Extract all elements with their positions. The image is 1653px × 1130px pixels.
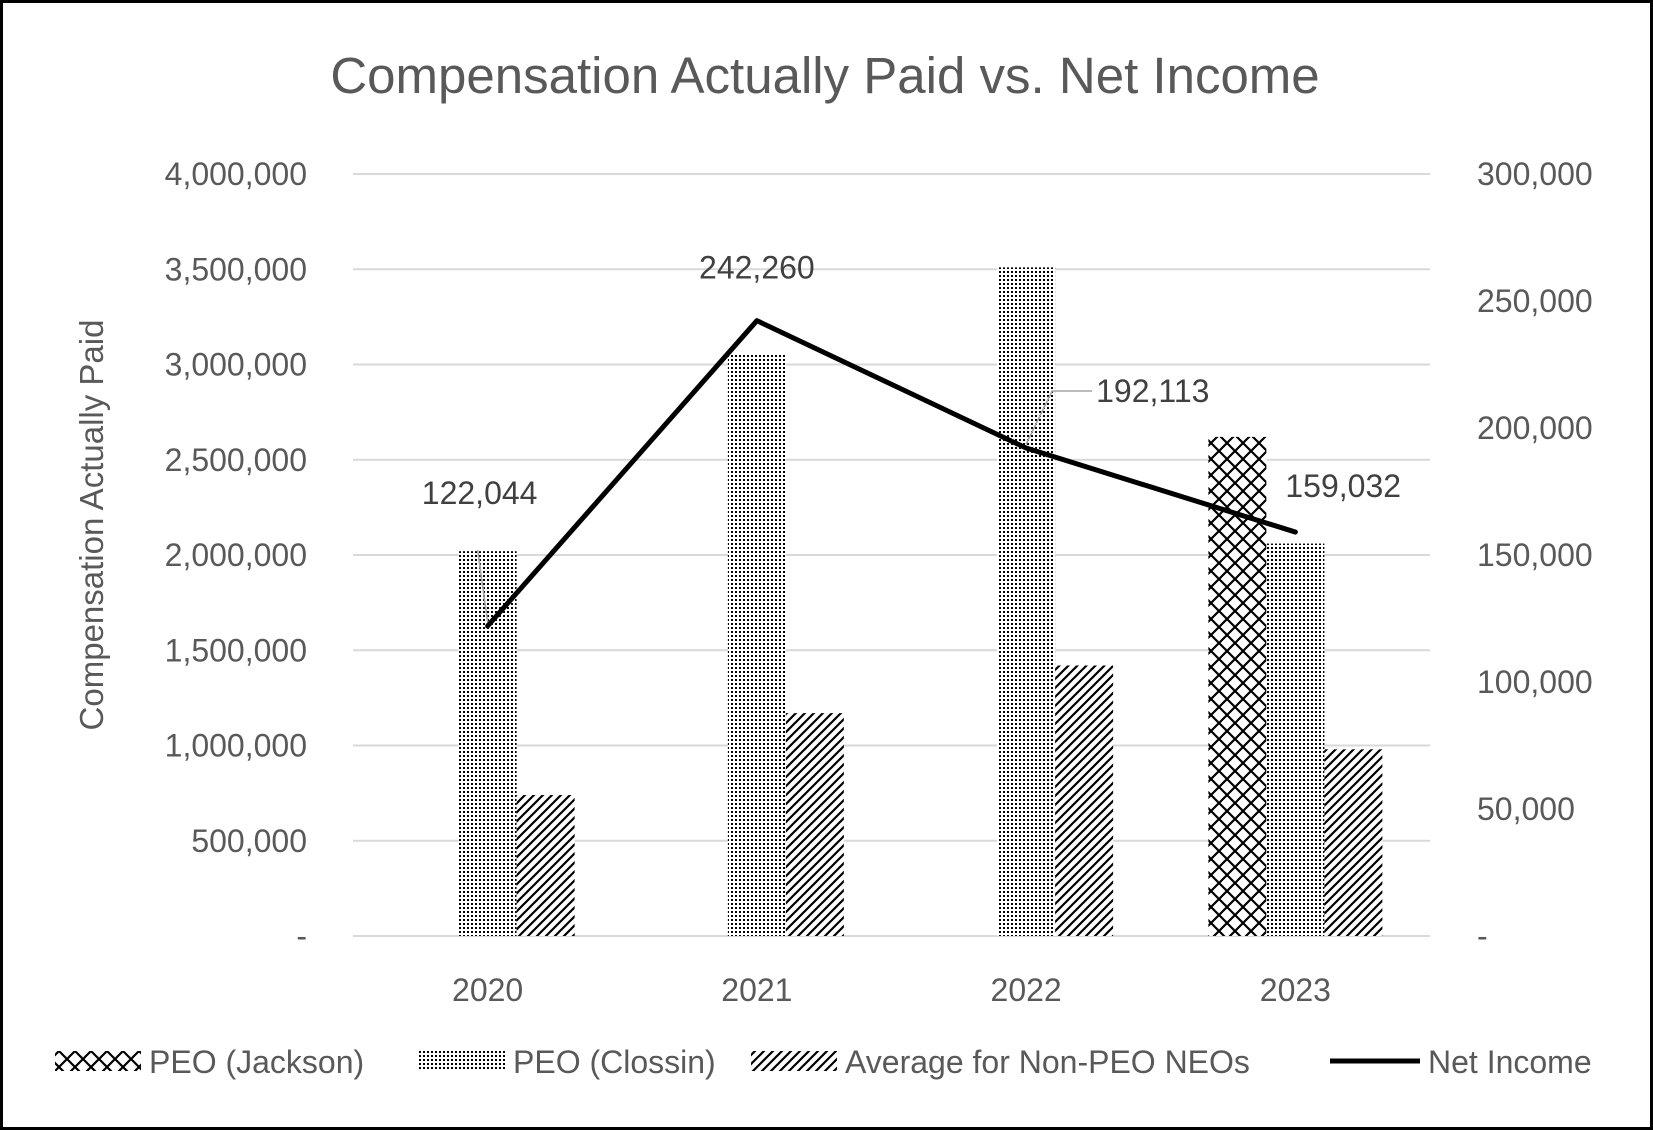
y-tick-label: 500,000 [191,823,307,859]
data-label-net-income: 159,032 [1285,468,1401,504]
legend-swatch-dots [419,1051,505,1071]
y-tick-label: - [296,918,307,954]
y-tick-label: 1,000,000 [165,728,307,764]
bar-peo-clossin-2023 [1266,543,1325,936]
y-tick-label: 4,000,000 [165,156,307,192]
data-label-net-income: 242,260 [699,250,815,286]
bars [458,267,1383,937]
net-income-line [485,318,1298,629]
axis-ticks: - 500,000 1,000,000 1,500,000 2,000,000 2,500… [165,156,1593,1008]
data-label-leader [1025,390,1093,445]
legend-label: Net Income [1428,1044,1592,1080]
x-tick-label: 2023 [1260,972,1331,1008]
bar-peo-clossin-2022 [997,267,1056,937]
y2-tick-label: 50,000 [1477,791,1575,827]
data-label-net-income: 122,044 [422,475,538,511]
y2-tick-label: 100,000 [1477,664,1593,700]
chart-svg: Compensation Actually Paid vs. Net Incom… [55,47,1593,1080]
y-axis-title: Compensation Actually Paid [73,320,110,731]
bar-average-for-non-peo-neos-2023 [1324,749,1383,936]
bar-average-for-non-peo-neos-2021 [785,713,844,936]
y-tick-label: 3,000,000 [165,347,307,383]
y2-tick-label: 200,000 [1477,410,1593,446]
y-tick-label: 3,500,000 [165,251,307,287]
bar-average-for-non-peo-neos-2022 [1055,665,1114,936]
bar-peo-clossin-2021 [727,353,786,936]
data-label-net-income: 192,113 [1096,373,1209,409]
net-income-line-path [485,318,1298,629]
legend-label: PEO (Jackson) [149,1044,364,1080]
x-tick-label: 2020 [452,972,523,1008]
chart-title: Compensation Actually Paid vs. Net Incom… [330,47,1319,104]
data-label-leader [476,549,489,623]
data-labels: 122,044 242,260 192,113 159,032 [422,250,1401,623]
legend-swatch-cross [55,1051,141,1071]
legend-label: PEO (Clossin) [513,1044,716,1080]
legend-label: Average for Non-PEO NEOs [845,1044,1250,1080]
bar-peo-clossin-2020 [458,551,517,936]
bar-average-for-non-peo-neos-2020 [516,795,575,936]
x-tick-label: 2021 [721,972,792,1008]
y-tick-label: 2,000,000 [165,537,307,573]
y-tick-label: 1,500,000 [165,632,307,668]
x-tick-label: 2022 [991,972,1062,1008]
legend: PEO (Jackson) PEO (Clossin) Average for No… [55,1044,1592,1080]
y2-tick-label: 250,000 [1477,283,1593,319]
y2-tick-label: 300,000 [1477,156,1593,192]
legend-swatch-diag [751,1051,837,1071]
y2-tick-label: - [1477,918,1488,954]
y-tick-label: 2,500,000 [165,442,307,478]
y2-tick-label: 150,000 [1477,537,1593,573]
